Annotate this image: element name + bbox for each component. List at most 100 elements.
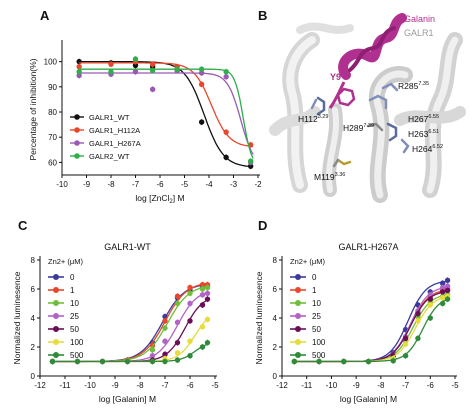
data-point [187,290,193,297]
legend-swatch-marker [74,153,80,159]
data-point [198,70,205,76]
y-axis-label: Normalized luminesence [12,271,22,364]
data-point [439,289,446,295]
data-point [365,358,372,365]
data-point [149,67,156,74]
data-point [427,296,433,302]
data-point [76,69,82,75]
y-tick-label: 90 [48,83,57,92]
panel-letter-a: A [40,8,50,23]
x-tick-label: -5 [211,381,219,390]
x-tick-label: -6 [427,381,435,390]
data-point [204,284,211,291]
y-tick-label: 70 [48,133,57,142]
legend-label: 25 [312,312,321,321]
y-tick-label: 4 [273,314,278,323]
legend-label: 100 [70,338,84,347]
data-point [223,74,229,80]
x-tick-label: -2 [254,180,262,189]
data-point [162,351,168,357]
data-point [402,341,409,347]
y-tick-label: 0 [31,372,36,381]
legend-label: 50 [70,325,79,334]
data-point [174,66,180,72]
label-h112: H1123.29 [298,114,328,124]
x-tick-label: -12 [34,381,46,390]
x-tick-label: -7 [161,381,169,390]
data-point [76,72,82,79]
x-tick-label: -9 [83,180,91,189]
chart-title: GALR1-H267A [338,242,398,252]
legend-label: GALR1_WT [89,113,130,122]
panel-letter-c: C [18,218,28,233]
x-tick-label: -4 [205,180,213,189]
data-point [49,358,56,365]
y-tick-label: 100 [44,58,58,67]
data-point [162,358,168,365]
data-point [444,287,451,294]
x-tick-label: -7 [402,381,410,390]
data-point [149,353,156,359]
data-point [149,347,156,353]
data-point [162,318,168,324]
data-point [187,284,193,291]
data-point [204,296,211,302]
legend-title: Zn2+ (μM) [290,257,325,266]
legend-label: 500 [312,351,326,360]
label-galanin: Galanin [404,14,435,24]
label-h264: H2646.52 [412,144,443,154]
data-point [223,154,229,161]
y-tick-label: 8 [273,256,278,265]
legend-d: Zn2+ (μM) 0 1 10 25 50 100 500 [290,257,326,360]
y-axis-label: Percentage of inhibition(%) [28,58,38,160]
label-galr1: GALR1 [404,28,434,38]
data-point [415,318,421,324]
y-tick-label: 6 [31,285,36,294]
legend-label: GALR1_H267A [89,139,141,148]
data-point [149,358,156,365]
data-point [204,316,211,323]
data-point [124,358,131,365]
data-point [174,357,181,363]
data-point [427,315,433,321]
data-point [390,358,396,364]
structure-illustration: Galanin GALR1 Y9 R2857.35 H1123.29 H2897… [269,8,470,203]
data-point [187,338,193,344]
data-point [174,293,181,299]
data-point [247,158,254,164]
y-tick-label: 2 [31,343,36,352]
data-point [198,81,205,88]
data-point [198,66,205,72]
legend-label: 50 [312,325,321,334]
data-point [108,69,114,75]
panel-letter-d: D [258,218,267,233]
data-point [415,310,421,317]
x-tick-label: -8 [136,381,144,390]
label-m119: M1193.36 [314,172,345,182]
data-point [199,324,206,330]
legend-swatch-marker [53,326,59,332]
legend-swatch-marker [74,114,80,120]
x-tick-label: -9 [353,381,361,390]
data-point [291,358,298,365]
y-tick-label: 2 [273,343,278,352]
data-point [444,277,451,283]
data-point [247,163,254,169]
data-point [415,335,421,341]
legend-c: Zn2+ (μM) 0 1 10 25 50 100 500 [48,257,84,360]
legend-swatch-marker [53,300,59,306]
label-y9: Y9 [330,72,341,82]
series-a-3 [76,56,254,165]
legend-swatch-marker [53,313,59,319]
legend-swatch-marker [295,339,301,345]
y-tick-label: 4 [31,314,36,323]
data-point [402,353,409,359]
x-tick-label: -8 [107,180,115,189]
data-point [199,302,206,308]
data-point [174,300,181,307]
y-tick-label: 8 [31,256,36,265]
legend-a: GALR1_WT GALR1_H112A GALR1_H267A GALR2_WT [70,113,141,161]
label-r285: R2857.35 [398,81,429,91]
series-c-6 [49,339,211,365]
